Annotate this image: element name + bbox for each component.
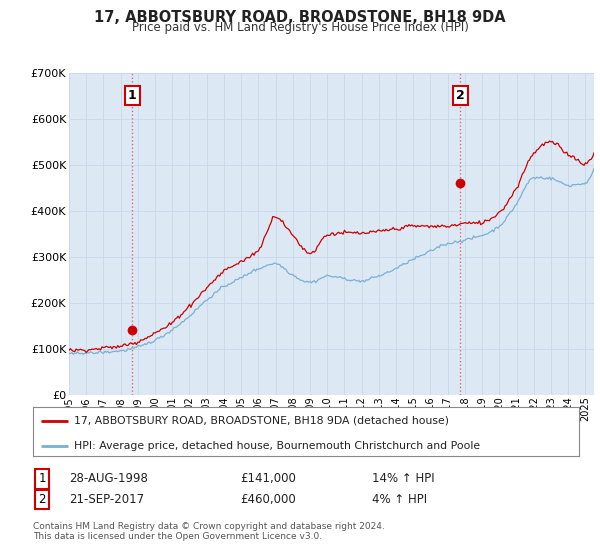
Text: 17, ABBOTSBURY ROAD, BROADSTONE, BH18 9DA (detached house): 17, ABBOTSBURY ROAD, BROADSTONE, BH18 9D… xyxy=(74,416,449,426)
Text: £460,000: £460,000 xyxy=(240,493,296,506)
Text: 2: 2 xyxy=(456,89,464,102)
Text: 1: 1 xyxy=(38,472,46,486)
Text: £141,000: £141,000 xyxy=(240,472,296,486)
Text: 2: 2 xyxy=(38,493,46,506)
Text: 17, ABBOTSBURY ROAD, BROADSTONE, BH18 9DA: 17, ABBOTSBURY ROAD, BROADSTONE, BH18 9D… xyxy=(94,10,506,25)
Text: 4% ↑ HPI: 4% ↑ HPI xyxy=(372,493,427,506)
Text: Contains HM Land Registry data © Crown copyright and database right 2024.
This d: Contains HM Land Registry data © Crown c… xyxy=(33,522,385,542)
Text: 21-SEP-2017: 21-SEP-2017 xyxy=(69,493,144,506)
Text: 14% ↑ HPI: 14% ↑ HPI xyxy=(372,472,434,486)
Text: HPI: Average price, detached house, Bournemouth Christchurch and Poole: HPI: Average price, detached house, Bour… xyxy=(74,441,480,451)
Text: 28-AUG-1998: 28-AUG-1998 xyxy=(69,472,148,486)
Text: 1: 1 xyxy=(128,89,137,102)
Text: Price paid vs. HM Land Registry's House Price Index (HPI): Price paid vs. HM Land Registry's House … xyxy=(131,21,469,34)
